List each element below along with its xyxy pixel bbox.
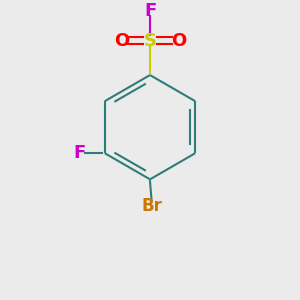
Text: O: O [114, 32, 129, 50]
Text: F: F [144, 2, 156, 20]
Text: S: S [143, 32, 157, 50]
Text: F: F [74, 144, 86, 162]
Text: O: O [171, 32, 186, 50]
Text: Br: Br [141, 197, 162, 215]
